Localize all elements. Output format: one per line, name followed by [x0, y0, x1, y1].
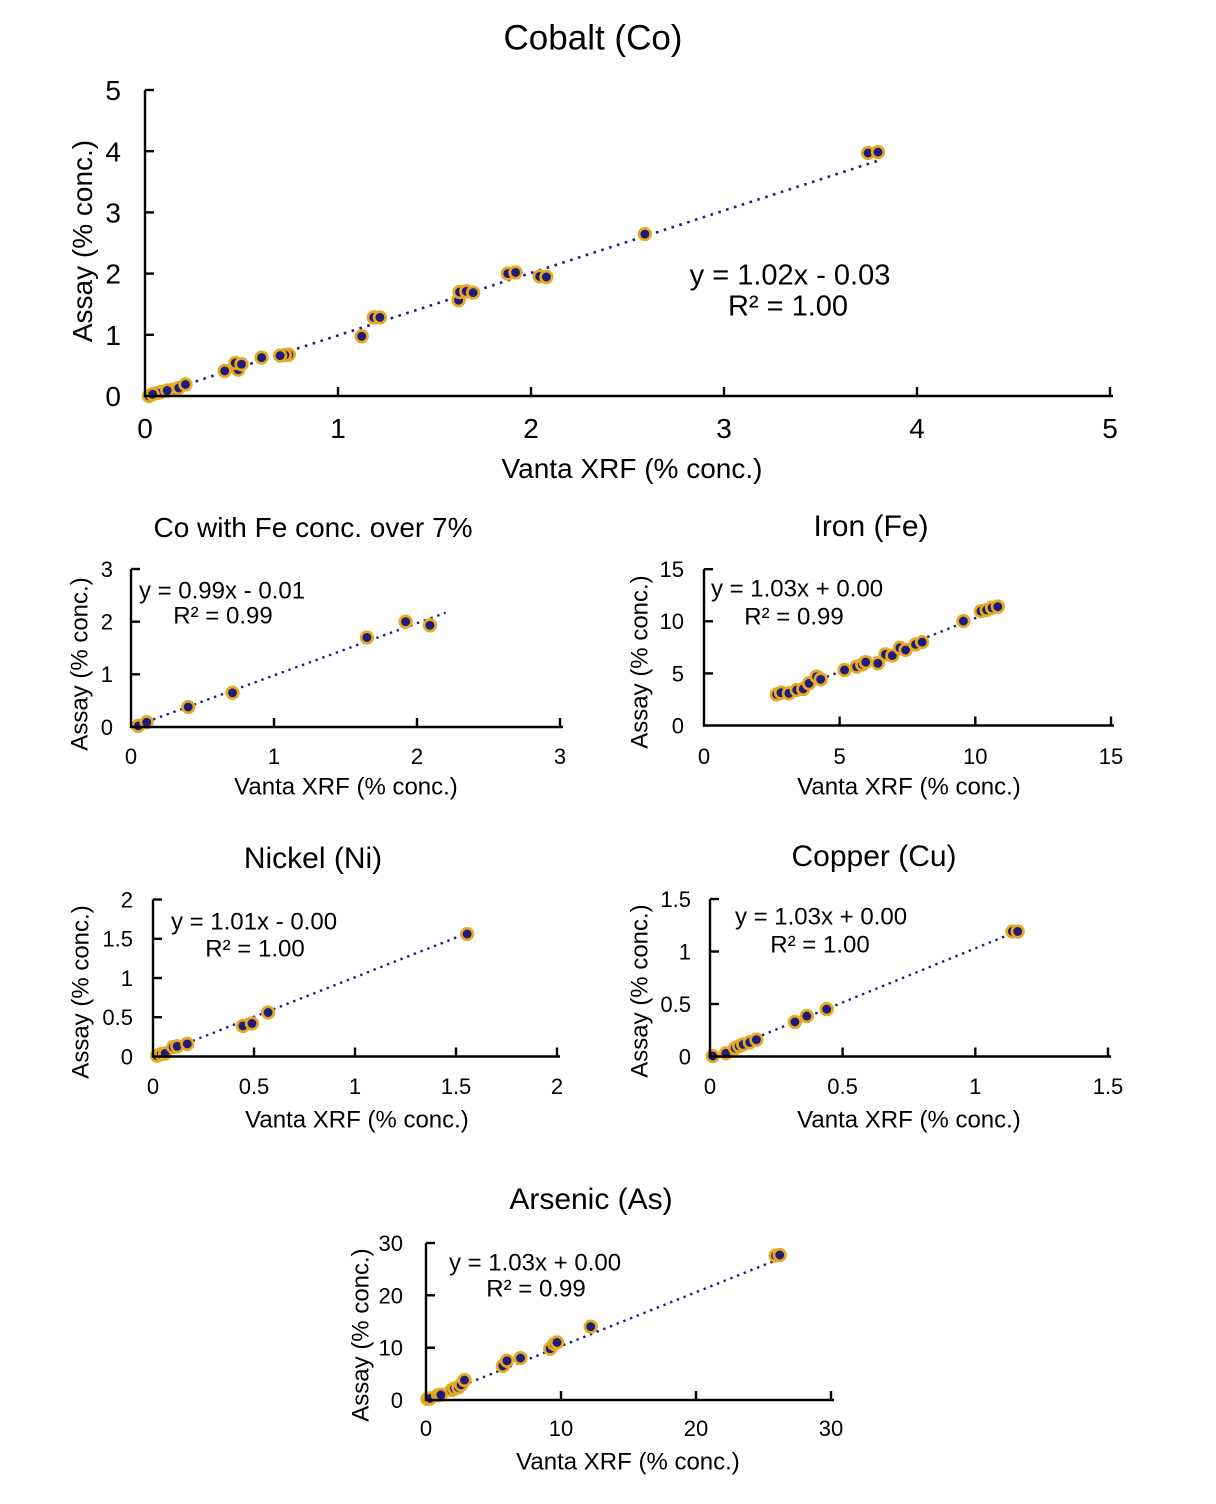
- svg-text:Arsenic (As): Arsenic (As): [509, 1183, 672, 1216]
- svg-text:y = 1.03x + 0.00: y = 1.03x + 0.00: [449, 1250, 621, 1277]
- svg-text:20: 20: [379, 1283, 403, 1308]
- svg-text:Assay (% conc.): Assay (% conc.): [67, 577, 94, 750]
- svg-text:R² = 0.99: R² = 0.99: [173, 603, 272, 630]
- svg-text:2: 2: [551, 1074, 563, 1099]
- svg-text:y = 1.03x + 0.00: y = 1.03x + 0.00: [711, 576, 883, 603]
- svg-text:0: 0: [698, 744, 710, 769]
- svg-text:5: 5: [105, 75, 121, 106]
- svg-text:5: 5: [833, 744, 845, 769]
- svg-text:2: 2: [121, 887, 133, 912]
- svg-text:0: 0: [147, 1074, 159, 1099]
- svg-text:0: 0: [420, 1416, 432, 1441]
- svg-text:Vanta XRF (% conc.): Vanta XRF (% conc.): [234, 774, 458, 801]
- svg-text:15: 15: [660, 557, 684, 582]
- svg-text:Co with Fe conc. over 7%: Co with Fe conc. over 7%: [153, 512, 472, 543]
- svg-text:4: 4: [909, 413, 925, 444]
- svg-text:5: 5: [1102, 413, 1118, 444]
- svg-text:1: 1: [679, 939, 691, 964]
- svg-text:2: 2: [101, 610, 113, 635]
- svg-text:Assay (% conc.): Assay (% conc.): [67, 140, 98, 342]
- svg-text:0: 0: [125, 744, 137, 769]
- svg-text:0: 0: [672, 713, 684, 738]
- svg-text:Assay (% conc.): Assay (% conc.): [68, 905, 95, 1078]
- svg-text:0: 0: [121, 1044, 133, 1069]
- svg-text:1.5: 1.5: [660, 887, 691, 912]
- svg-text:R² = 1.00: R² = 1.00: [205, 936, 304, 963]
- svg-text:Nickel (Ni): Nickel (Ni): [244, 842, 382, 875]
- svg-text:15: 15: [1099, 744, 1123, 769]
- svg-text:R² = 0.99: R² = 0.99: [486, 1276, 585, 1303]
- svg-text:Copper (Cu): Copper (Cu): [791, 840, 956, 873]
- svg-text:20: 20: [684, 1416, 708, 1441]
- svg-text:2: 2: [105, 259, 121, 290]
- svg-text:30: 30: [819, 1416, 843, 1441]
- svg-text:Vanta XRF (% conc.): Vanta XRF (% conc.): [245, 1107, 469, 1134]
- svg-text:y = 1.01x - 0.00: y = 1.01x - 0.00: [171, 909, 337, 936]
- svg-text:R² = 1.00: R² = 1.00: [770, 932, 869, 959]
- svg-text:3: 3: [554, 744, 566, 769]
- svg-text:R² = 0.99: R² = 0.99: [744, 604, 843, 631]
- svg-text:1: 1: [349, 1074, 361, 1099]
- svg-text:0.5: 0.5: [239, 1074, 270, 1099]
- svg-text:0: 0: [679, 1044, 691, 1069]
- svg-text:Vanta XRF (% conc.): Vanta XRF (% conc.): [502, 453, 763, 484]
- svg-text:2: 2: [523, 413, 539, 444]
- svg-text:1.5: 1.5: [102, 927, 133, 952]
- svg-text:Vanta XRF (% conc.): Vanta XRF (% conc.): [516, 1449, 740, 1476]
- svg-text:0: 0: [101, 715, 113, 740]
- svg-text:2: 2: [411, 744, 423, 769]
- svg-text:Cobalt (Co): Cobalt (Co): [504, 19, 683, 58]
- svg-text:0: 0: [391, 1388, 403, 1413]
- svg-text:3: 3: [105, 198, 121, 229]
- svg-text:1: 1: [969, 1074, 981, 1099]
- svg-text:0.5: 0.5: [102, 1005, 133, 1030]
- svg-text:3: 3: [716, 413, 732, 444]
- svg-text:0.5: 0.5: [827, 1074, 858, 1099]
- svg-text:10: 10: [660, 609, 684, 634]
- svg-text:Assay (% conc.): Assay (% conc.): [627, 575, 654, 748]
- svg-text:y = 0.99x - 0.01: y = 0.99x - 0.01: [139, 578, 305, 605]
- svg-text:4: 4: [105, 136, 121, 167]
- svg-text:y = 1.03x + 0.00: y = 1.03x + 0.00: [735, 904, 907, 931]
- svg-text:1: 1: [121, 966, 133, 991]
- svg-text:0.5: 0.5: [660, 992, 691, 1017]
- svg-text:10: 10: [379, 1336, 403, 1361]
- svg-text:1: 1: [101, 662, 113, 687]
- svg-text:1.5: 1.5: [441, 1074, 472, 1099]
- svg-text:1.5: 1.5: [1093, 1074, 1124, 1099]
- svg-text:5: 5: [672, 661, 684, 686]
- svg-text:Vanta XRF (% conc.): Vanta XRF (% conc.): [797, 774, 1021, 801]
- svg-text:Iron (Fe): Iron (Fe): [813, 510, 928, 543]
- svg-text:0: 0: [137, 413, 153, 444]
- svg-text:3: 3: [101, 557, 113, 582]
- svg-text:0: 0: [105, 381, 121, 412]
- svg-text:30: 30: [379, 1231, 403, 1256]
- svg-text:1: 1: [330, 413, 346, 444]
- svg-text:10: 10: [963, 744, 987, 769]
- svg-text:Assay (% conc.): Assay (% conc.): [348, 1248, 375, 1421]
- svg-text:R² = 1.00: R² = 1.00: [728, 290, 848, 322]
- svg-text:10: 10: [549, 1416, 573, 1441]
- svg-text:Vanta XRF (% conc.): Vanta XRF (% conc.): [797, 1107, 1021, 1134]
- svg-text:0: 0: [704, 1074, 716, 1099]
- svg-text:y = 1.02x - 0.03: y = 1.02x - 0.03: [690, 259, 891, 291]
- svg-text:1: 1: [268, 744, 280, 769]
- svg-text:Assay (% conc.): Assay (% conc.): [627, 904, 654, 1077]
- svg-text:1: 1: [105, 320, 121, 351]
